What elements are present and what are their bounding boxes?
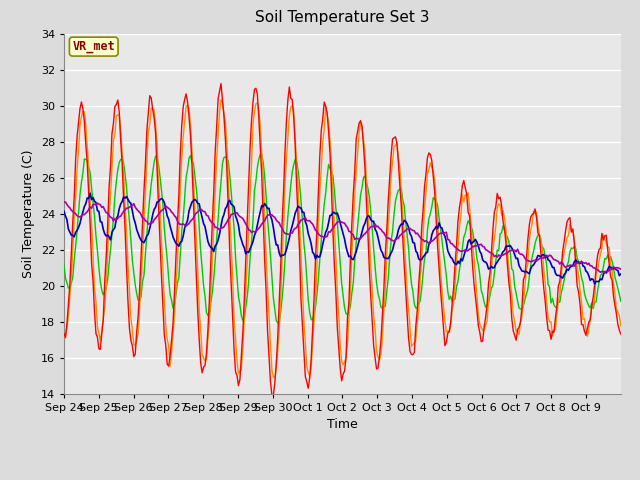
Title: Soil Temperature Set 3: Soil Temperature Set 3 [255, 11, 429, 25]
Legend: Tsoil -2cm, Tsoil -4cm, Tsoil -8cm, Tsoil -16cm, Tsoil -32cm: Tsoil -2cm, Tsoil -4cm, Tsoil -8cm, Tsoi… [140, 478, 545, 480]
X-axis label: Time: Time [327, 418, 358, 431]
Y-axis label: Soil Temperature (C): Soil Temperature (C) [22, 149, 35, 278]
Text: VR_met: VR_met [72, 40, 115, 53]
